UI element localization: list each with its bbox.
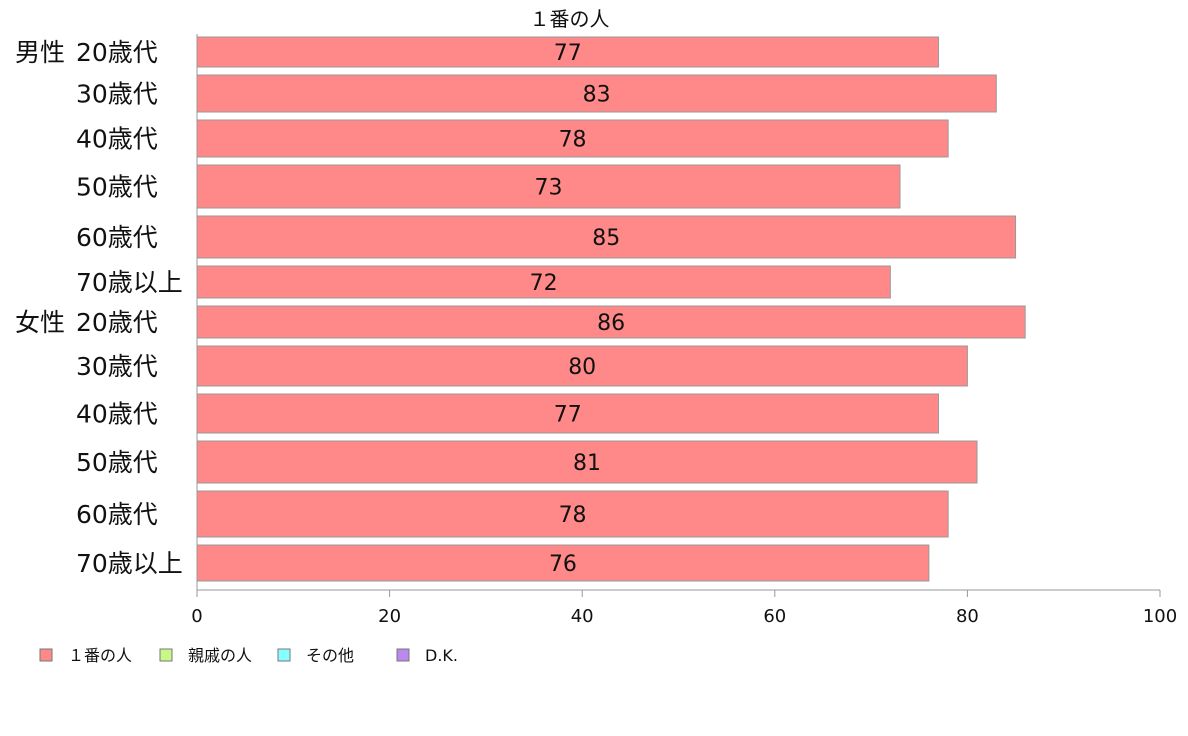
bar-4-series-0 — [196, 215, 1017, 259]
bar-value-label: 76 — [549, 552, 577, 577]
bar-1-series-0 — [196, 74, 997, 113]
legend-label: その他 — [306, 646, 354, 665]
legend-label: １番の人 — [68, 646, 132, 665]
bar-value-label: 80 — [568, 355, 596, 380]
bar-value-label: 86 — [597, 311, 625, 336]
category-labels-layer: 20歳代男性30歳代40歳代50歳代60歳代70歳以上20歳代女性30歳代40歳… — [15, 38, 183, 578]
legend-label: D.K. — [425, 646, 458, 665]
bar-9-series-0 — [196, 440, 978, 484]
bar-value-label: 77 — [554, 41, 582, 66]
category-label: 40歳代 — [76, 400, 158, 429]
bar-value-label: 85 — [592, 226, 620, 251]
category-label: 60歳代 — [76, 223, 158, 252]
x-tick-label: 40 — [571, 606, 594, 627]
bar-value-label: 77 — [554, 403, 582, 428]
legend-swatch — [159, 648, 173, 662]
category-label: 20歳代 — [76, 308, 158, 337]
legend-swatch — [277, 648, 291, 662]
x-tick-label: 20 — [378, 606, 401, 627]
x-tick-label: 0 — [191, 606, 202, 627]
group-label: 女性 — [15, 308, 65, 337]
x-axis: 0 20 40 60 80 100 — [191, 34, 1177, 627]
x-tick-label: 100 — [1143, 606, 1177, 627]
category-label: 40歳代 — [76, 125, 158, 154]
category-label: 70歳以上 — [76, 549, 183, 578]
category-label: 60歳代 — [76, 500, 158, 529]
bar-11-series-0 — [196, 544, 930, 582]
group-label: 男性 — [15, 38, 65, 67]
chart-title: １番の人 — [530, 7, 610, 31]
bar-value-label: 72 — [530, 271, 558, 296]
bar-6-series-0 — [196, 305, 1026, 339]
legend-label: 親戚の人 — [188, 646, 252, 665]
x-tick-label: 60 — [763, 606, 786, 627]
bar-10-series-0 — [196, 490, 949, 538]
bar-value-label: 78 — [559, 128, 587, 153]
bar-0-series-0 — [196, 36, 940, 68]
category-label: 70歳以上 — [76, 268, 183, 297]
bar-value-label: 81 — [573, 451, 601, 476]
bar-3-series-0 — [196, 164, 901, 209]
category-label: 50歳代 — [76, 173, 158, 202]
category-label: 30歳代 — [76, 80, 158, 109]
x-tick-label: 80 — [956, 606, 979, 627]
bar-2-series-0 — [196, 119, 949, 158]
bar-value-label: 73 — [534, 176, 562, 201]
bar-value-label: 78 — [559, 503, 587, 528]
legend: １番の人 親戚の人 その他 D.K. — [39, 646, 458, 665]
category-label: 50歳代 — [76, 448, 158, 477]
legend-swatch — [39, 648, 53, 662]
category-label: 20歳代 — [76, 38, 158, 67]
legend-swatch — [396, 648, 410, 662]
category-label: 30歳代 — [76, 352, 158, 381]
bar-value-label: 83 — [583, 83, 611, 108]
